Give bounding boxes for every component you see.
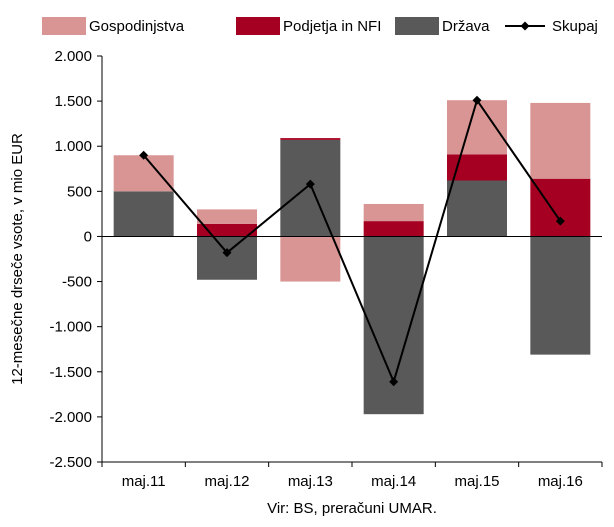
legend-label-gospodinjstva: Gospodinjstva (89, 18, 185, 35)
bar-gospodinjstva (280, 236, 341, 282)
source-note: Vir: BS, preračuni UMAR. (267, 500, 437, 517)
y-tick-label: 0 (84, 228, 92, 245)
x-tick-label: maj.13 (288, 473, 333, 490)
bar-gospodinjstva (197, 209, 257, 224)
bar-dr-ava (530, 236, 591, 355)
y-tick-label: -2.500 (49, 454, 92, 471)
y-tick-label: 2.000 (54, 48, 92, 65)
total-line (139, 95, 565, 387)
legend-swatch-dr-ava (395, 17, 439, 35)
bar-podjetja-in-nfi (363, 221, 424, 237)
legend-swatch-gospodinjstva (42, 17, 86, 35)
bar-dr-ava (363, 236, 424, 415)
x-tick-label: maj.15 (454, 473, 499, 490)
legend-label-podjetja-in-nfi: Podjetja in NFI (283, 18, 381, 35)
bar-podjetja-in-nfi (447, 154, 507, 181)
x-tick-label: maj.11 (122, 473, 166, 490)
bars (113, 100, 591, 415)
marker-skupaj (139, 150, 149, 160)
bar-gospodinjstva (447, 100, 507, 155)
bar-podjetja-in-nfi (280, 138, 341, 140)
marker-skupaj (389, 377, 399, 387)
y-tick-label: -1.000 (49, 319, 92, 336)
x-tick-label: maj.14 (371, 473, 416, 490)
line-skupaj (142, 97, 562, 385)
legend-label-dr-ava: Država (442, 18, 490, 35)
bar-podjetja-in-nfi (197, 223, 257, 237)
y-tick-label: 1.000 (54, 138, 92, 155)
y-tick-label: -1.500 (49, 364, 92, 381)
x-tick-label: maj.12 (204, 473, 249, 490)
legend-marker-skupaj (520, 21, 530, 31)
y-tick-label: 1.500 (54, 93, 92, 110)
y-tick-label: 500 (67, 183, 92, 200)
marker-skupaj (555, 216, 565, 226)
marker-skupaj (472, 95, 482, 105)
legend: Gospodinjstva Podjetja in NFI Država Skupaj (42, 17, 598, 35)
x-tick-label: maj.16 (538, 473, 583, 490)
legend-label-skupaj: Skupaj (552, 18, 598, 35)
bar-gospodinjstva (530, 102, 591, 179)
marker-skupaj (305, 179, 315, 189)
x-axis: maj.11 maj.12 maj.13 maj.14 maj.15 maj.16 (101, 235, 603, 490)
legend-swatch-podjetja-in-nfi (236, 17, 280, 35)
bar-gospodinjstva (113, 155, 174, 192)
bar-dr-ava (197, 236, 257, 280)
bar-podjetja-in-nfi (530, 178, 591, 237)
bar-dr-ava (447, 180, 507, 237)
y-axis-title: 12-mesečne drseče vsote, v mio EUR (9, 133, 26, 385)
bar-dr-ava (113, 191, 174, 237)
y-axis: 2.000 1.500 1.000 500 0 -500 -1.000 -1.500 -2.00… (49, 48, 103, 471)
marker-skupaj (222, 248, 232, 258)
y-tick-label: -2.000 (49, 409, 92, 426)
bar-gospodinjstva (363, 203, 424, 222)
y-tick-label: -500 (62, 274, 92, 291)
